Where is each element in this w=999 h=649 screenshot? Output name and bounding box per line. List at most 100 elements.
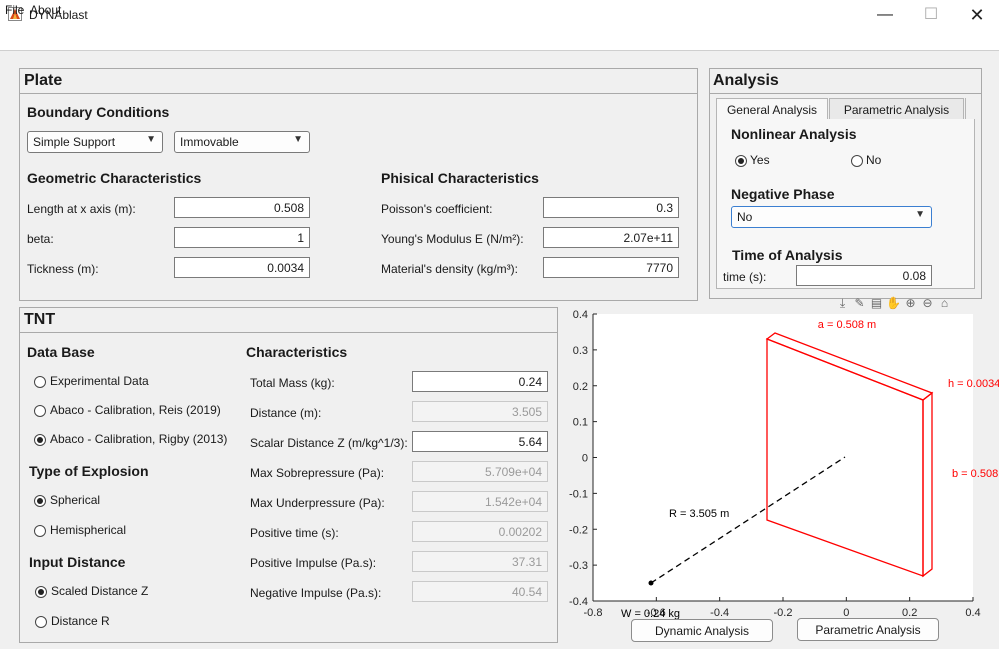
tab-general-analysis[interactable]: General Analysis	[716, 98, 828, 120]
characteristic-label: Distance (m):	[250, 406, 322, 420]
chevron-down-icon: ▼	[293, 134, 303, 145]
parametric-analysis-button[interactable]: Parametric Analysis	[797, 618, 939, 641]
x-tick-label: -0.2	[774, 607, 793, 619]
length-field[interactable]: 0.508	[174, 197, 310, 218]
explosion-option-label: Hemispherical	[50, 523, 127, 537]
explosion-option-label: Spherical	[50, 493, 101, 507]
minimize-button[interactable]: —	[877, 6, 893, 23]
menu-file[interactable]: File	[5, 3, 25, 17]
y-tick-label: 0.1	[573, 417, 588, 429]
support-dropdown[interactable]: Simple Support ▼	[27, 131, 163, 153]
y-tick-label: 0.3	[573, 345, 588, 357]
distance-option-label: Scaled Distance Z	[51, 584, 149, 598]
database-option-label: Abaco - Calibration, Reis (2019)	[50, 403, 221, 417]
distance-option-radio[interactable]	[35, 616, 47, 628]
brush-icon[interactable]: ✎	[854, 296, 865, 310]
nonlinear-yes-radio[interactable]	[735, 155, 747, 167]
x-tick-label: -0.8	[584, 607, 603, 619]
database-option-label: Experimental Data	[50, 374, 149, 388]
distance-heading: Input Distance	[29, 554, 126, 570]
dynamic-analysis-button[interactable]: Dynamic Analysis	[631, 619, 773, 642]
explosion-option-radio[interactable]	[34, 495, 46, 507]
nonlinear-yes-label: Yes	[750, 153, 770, 167]
young-field[interactable]: 2.07e+11	[543, 227, 679, 248]
explosion-heading: Type of Explosion	[29, 463, 149, 479]
close-button[interactable]: ✕	[969, 5, 985, 25]
characteristic-label: Max Sobrepressure (Pa):	[250, 466, 385, 480]
label-b: b = 0.508	[952, 468, 998, 480]
zoom-in-icon[interactable]: ⊕	[905, 296, 916, 310]
distance-option-radio[interactable]	[35, 586, 47, 598]
zoom-out-icon[interactable]: ⊖	[922, 296, 933, 310]
menu-about[interactable]: About	[30, 3, 62, 17]
x-tick-label: 0.2	[902, 607, 917, 619]
length-label: Length at x axis (m):	[27, 202, 136, 216]
y-tick-label: 0.4	[573, 309, 588, 321]
plate-title-bar	[20, 69, 697, 94]
boundary-conditions-heading: Boundary Conditions	[27, 104, 170, 120]
characteristic-field[interactable]: 5.64	[412, 431, 548, 452]
negative-phase-value: No	[737, 210, 753, 224]
characteristic-field: 1.542e+04	[412, 491, 548, 512]
x-tick-label: -0.4	[710, 607, 729, 619]
x-tick-label: 0.4	[965, 607, 980, 619]
plate-top-edge	[765, 332, 934, 401]
density-label: Material's density (kg/m³):	[381, 262, 518, 276]
chevron-down-icon: ▼	[915, 209, 925, 220]
beta-field[interactable]: 1	[174, 227, 310, 248]
y-tick-label: -0.1	[569, 488, 588, 500]
database-option-label: Abaco - Calibration, Rigby (2013)	[50, 432, 228, 446]
characteristic-label: Scalar Distance Z (m/kg^1/3):	[250, 436, 408, 450]
poisson-label: Poisson's coefficient:	[381, 202, 493, 216]
poisson-field[interactable]: 0.3	[543, 197, 679, 218]
y-tick-label: 0	[582, 453, 588, 465]
characteristic-field[interactable]: 0.24	[412, 371, 548, 392]
distance-option-label: Distance R	[51, 614, 110, 628]
plate-title: Plate	[24, 72, 63, 89]
nonlinear-no-radio[interactable]	[851, 155, 863, 167]
characteristic-label: Positive time (s):	[250, 526, 339, 540]
plot-area[interactable]	[593, 314, 973, 601]
tnt-title: TNT	[24, 311, 56, 328]
home-icon[interactable]: ⌂	[940, 296, 949, 310]
plot-svg: 0.40.30.20.10-0.1-0.2-0.3-0.4-0.8 -0.6 -0.…	[569, 309, 999, 620]
characteristic-field: 0.00202	[412, 521, 548, 542]
tnt-title-bar	[20, 308, 557, 333]
time-field[interactable]: 0.08	[796, 265, 932, 286]
general-analysis-tab-content	[716, 119, 975, 289]
characteristic-label: Positive Impulse (Pa.s):	[250, 556, 377, 570]
density-field[interactable]: 7770	[543, 257, 679, 278]
characteristic-field: 40.54	[412, 581, 548, 602]
time-heading: Time of Analysis	[732, 247, 843, 263]
pan-icon[interactable]: ✋	[886, 296, 901, 310]
datatip-icon[interactable]: ▤	[870, 296, 883, 310]
y-tick-label: -0.3	[569, 560, 588, 572]
characteristic-field: 3.505	[412, 401, 548, 422]
plot-axes: 0.40.30.20.10-0.1-0.2-0.3-0.4-0.8 -0.6 -0.…	[569, 309, 981, 619]
explosion-option-radio[interactable]	[34, 525, 46, 537]
export-icon[interactable]: ⤓	[839, 296, 846, 310]
x-tick-label: -0.6	[647, 607, 666, 619]
maximize-button[interactable]: ☐	[923, 6, 939, 23]
app-icon	[8, 7, 22, 21]
support-dropdown-value: Simple Support	[33, 135, 116, 149]
title-bar	[0, 0, 999, 30]
characteristic-label: Max Underpressure (Pa):	[250, 496, 385, 510]
negative-phase-heading: Negative Phase	[731, 186, 835, 202]
thickness-field[interactable]: 0.0034	[174, 257, 310, 278]
thickness-label: Tickness (m):	[27, 262, 99, 276]
label-a: a = 0.508 m	[818, 319, 876, 331]
label-w: W = 0.24 kg	[621, 608, 680, 620]
label-r: R = 3.505 m	[669, 508, 729, 520]
x-tick-label: 0	[843, 607, 849, 619]
physical-heading: Phisical Characteristics	[381, 170, 539, 186]
characteristic-label: Negative Impulse (Pa.s):	[250, 586, 382, 600]
database-option-radio[interactable]	[34, 376, 46, 388]
plate-3d-model	[765, 332, 934, 578]
label-h: h = 0.0034	[948, 378, 999, 390]
database-option-radio[interactable]	[34, 405, 46, 417]
database-option-radio[interactable]	[34, 434, 46, 446]
movability-dropdown[interactable]: Immovable ▼	[174, 131, 310, 153]
negative-phase-dropdown[interactable]: No ▼	[731, 206, 932, 228]
tab-parametric-analysis[interactable]: Parametric Analysis	[829, 98, 964, 120]
